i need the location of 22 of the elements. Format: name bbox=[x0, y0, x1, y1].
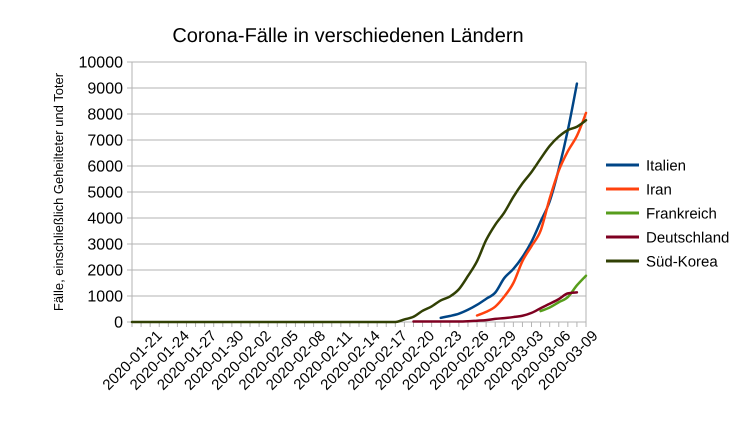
line-series bbox=[539, 274, 588, 312]
line-series bbox=[412, 291, 578, 323]
y-tick-label: 10000 bbox=[78, 54, 124, 72]
line-series bbox=[130, 118, 588, 324]
chart-title: Corona-Fälle in verschiedenen Ländern bbox=[172, 25, 524, 47]
y-tick-label: 9000 bbox=[87, 80, 124, 98]
legend-label: Iran bbox=[646, 181, 672, 198]
y-tick-label: 4000 bbox=[87, 210, 124, 228]
y-tick-label: 2000 bbox=[87, 262, 124, 280]
y-tick-label: 7000 bbox=[87, 132, 124, 150]
y-tick-label: 0 bbox=[114, 314, 124, 332]
legend-label: Frankreich bbox=[646, 205, 717, 222]
line-series bbox=[476, 112, 588, 317]
legend-label: Deutschland bbox=[646, 229, 730, 246]
y-tick-label: 6000 bbox=[87, 158, 124, 176]
y-tick-label: 3000 bbox=[87, 236, 124, 254]
legend-label: Süd-Korea bbox=[646, 253, 718, 270]
y-tick-label: 5000 bbox=[87, 184, 124, 202]
y-axis-title: Fälle, einschließlich Geheilteter und Toter bbox=[51, 72, 66, 312]
y-tick-label: 8000 bbox=[87, 106, 124, 124]
legend-label: Italien bbox=[646, 157, 686, 174]
y-tick-label: 1000 bbox=[87, 288, 124, 306]
